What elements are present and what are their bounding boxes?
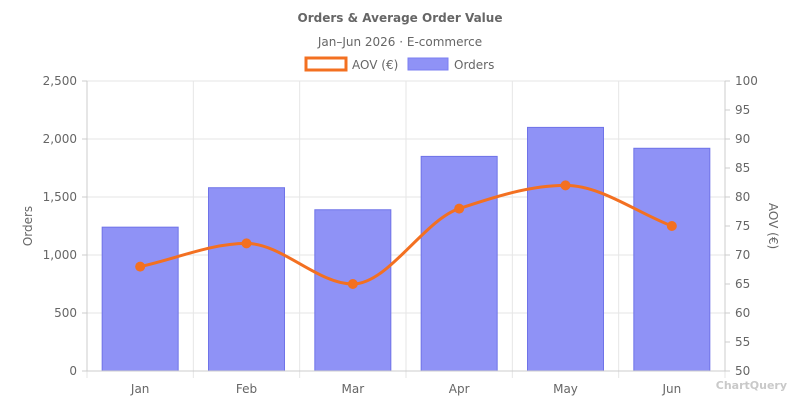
x-tick-label: May (553, 382, 578, 396)
legend-label-aov: AOV (€) (352, 58, 398, 72)
y-left-tick-label: 0 (69, 364, 77, 378)
x-tick-label: Jun (661, 382, 681, 396)
y-right-tick-label: 60 (735, 306, 750, 320)
legend-swatch-aov (304, 56, 348, 72)
bar-orders[interactable] (420, 155, 498, 372)
bar-orders[interactable] (527, 126, 604, 372)
legend-label-orders: Orders (454, 58, 494, 72)
orders-bars (101, 126, 711, 372)
y-right-tick-label: 80 (735, 190, 750, 204)
y-left-tick-label: 1,500 (43, 190, 77, 204)
y-left-tick-label: 1,000 (43, 248, 77, 262)
aov-line (139, 183, 673, 286)
aov-point[interactable] (347, 279, 358, 289)
aov-point[interactable] (666, 221, 677, 231)
legend-item-aov[interactable]: AOV (€) (304, 56, 398, 72)
y-left-tick-label: 2,500 (43, 74, 77, 88)
x-tick-label: Mar (342, 382, 365, 396)
y-right-tick-label: 75 (735, 219, 750, 233)
grid (86, 80, 726, 378)
y-right-tick-label: 85 (735, 161, 750, 175)
axes: 0 500 1,000 1,500 2,000 2,500 50 55 60 65 70 75 80 85… (43, 74, 758, 396)
y-right-tick-label: 95 (735, 103, 750, 117)
y-right-tick-label: 50 (735, 364, 750, 378)
watermark: ChartQuery (716, 379, 787, 392)
chart-title: Orders & Average Order Value (298, 11, 503, 25)
chart-subtitle: Jan–Jun 2026 · E-commerce (317, 35, 482, 49)
y-right-tick-label: 90 (735, 132, 750, 146)
y-right-tick-label: 70 (735, 248, 750, 262)
legend: AOV (€) Orders (304, 56, 494, 72)
bar-orders[interactable] (101, 226, 179, 372)
legend-item-orders[interactable]: Orders (407, 57, 494, 72)
bar-orders[interactable] (633, 147, 711, 372)
y-left-tick-label: 2,000 (43, 132, 77, 146)
aov-point[interactable] (560, 180, 571, 191)
y-right-tick-label: 100 (735, 74, 758, 88)
x-tick-label: Jan (130, 382, 150, 396)
aov-point[interactable] (135, 261, 146, 272)
y-left-tick-label: 500 (54, 306, 77, 320)
bar-orders[interactable] (314, 209, 392, 372)
x-tick-label: Apr (449, 382, 470, 396)
y-right-tick-label: 55 (735, 335, 750, 349)
aov-point[interactable] (454, 203, 465, 214)
y-right-tick-label: 65 (735, 277, 750, 291)
aov-point[interactable] (241, 238, 252, 249)
legend-swatch-orders (407, 57, 449, 71)
y-right-axis-title: AOV (€) (766, 203, 780, 249)
bar-orders[interactable] (208, 187, 285, 372)
y-left-axis-title: Orders (21, 206, 35, 246)
aov-line-series (135, 180, 677, 289)
x-tick-label: Feb (236, 382, 257, 396)
